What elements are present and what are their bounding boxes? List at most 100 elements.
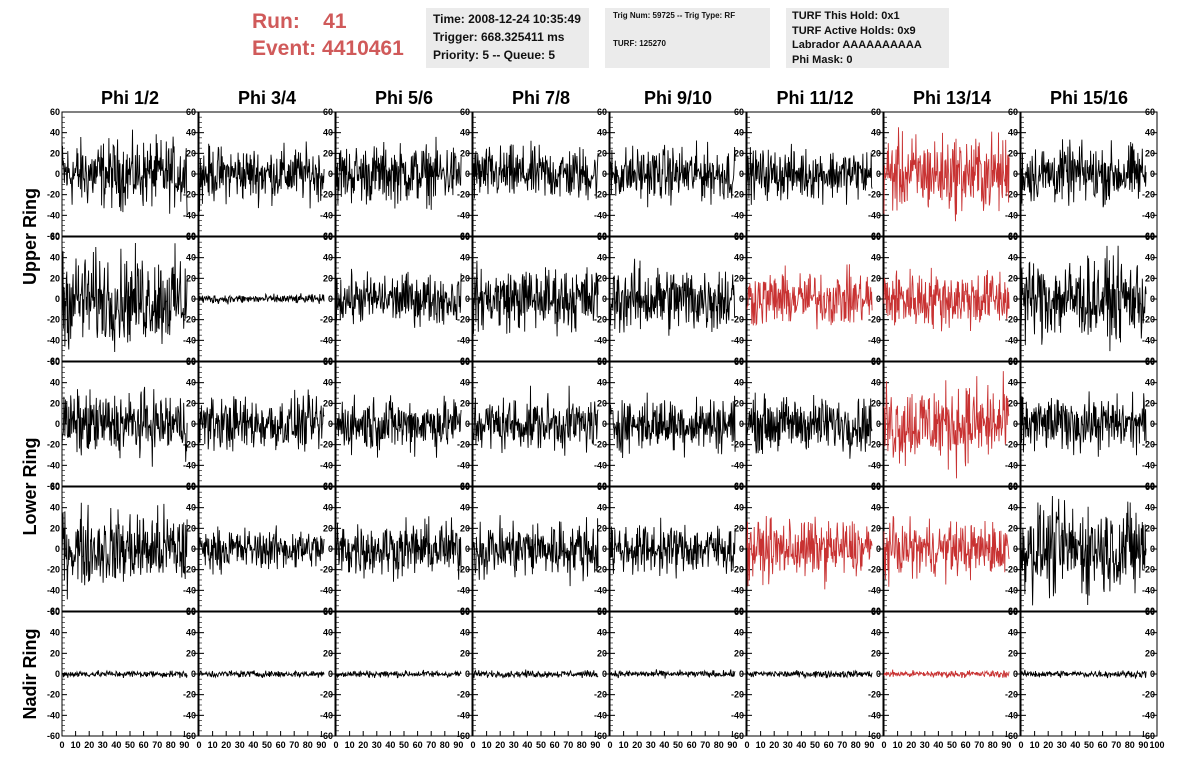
column-header-phi: Phi 3/4 [238,88,296,108]
y-tick-label: -40 [47,585,60,595]
waveform-trace [883,669,1010,679]
y-tick-label: -20 [183,565,196,575]
x-tick-label: 70 [837,740,847,750]
column-header-phi: Phi 1/2 [101,88,159,108]
x-tick-label: 40 [659,740,669,750]
y-tick-label: -40 [731,710,744,720]
y-tick-label: 0 [1013,169,1018,179]
y-tick-label: 0 [55,294,60,304]
y-tick-label: 0 [55,669,60,679]
y-tick-label: 40 [1145,378,1155,388]
y-tick-label: 60 [871,482,881,492]
y-tick-label: -40 [183,460,196,470]
y-tick-label: 0 [739,169,744,179]
waveform-trace [1020,669,1147,679]
run-event-label: Run: 41 Event: 4410461 [252,8,404,62]
y-tick-label: -20 [320,565,333,575]
y-tick-label: 40 [186,628,196,638]
x-tick-label: 20 [906,740,916,750]
y-tick-label: 20 [186,273,196,283]
y-tick-label: 40 [734,628,744,638]
waveform-trace [609,517,736,579]
x-tick-label: 70 [1111,740,1121,750]
y-tick-label: -20 [320,315,333,325]
y-tick-label: 60 [50,357,60,367]
x-tick-label: 10 [71,740,81,750]
y-tick-label: -60 [1005,731,1018,741]
y-tick-label: -20 [1142,690,1155,700]
y-tick-label: 20 [734,398,744,408]
y-tick-label: 40 [186,128,196,138]
y-tick-label: -60 [183,731,196,741]
x-tick-label: 40 [385,740,395,750]
x-tick-label: 50 [262,740,272,750]
y-tick-label: 40 [1008,628,1018,638]
y-tick-label: -20 [183,690,196,700]
ring-label: Upper Ring [20,188,40,285]
y-tick-label: 40 [186,378,196,388]
y-tick-label: 60 [734,607,744,617]
y-tick-label: -40 [1005,335,1018,345]
y-tick-label: 40 [1008,378,1018,388]
y-tick-label: -20 [868,690,881,700]
y-tick-label: 60 [734,357,744,367]
y-tick-label: -60 [868,606,881,616]
y-tick-label: 40 [460,128,470,138]
y-tick-label: 0 [465,544,470,554]
x-tick-label: 0 [59,740,64,750]
x-tick-label: 80 [714,740,724,750]
y-tick-label: -60 [868,356,881,366]
y-tick-label: -60 [183,356,196,366]
y-tick-label: 20 [460,398,470,408]
x-tick-label: 90 [864,740,874,750]
y-tick-label: -60 [47,481,60,491]
y-tick-label: 20 [460,148,470,158]
y-tick-label: 0 [1013,294,1018,304]
y-tick-label: 60 [597,107,607,117]
y-tick-label: 60 [871,607,881,617]
y-tick-label: 0 [1150,669,1155,679]
y-tick-label: 0 [876,669,881,679]
waveform-trace [198,525,325,575]
y-tick-label: -60 [47,731,60,741]
x-tick-label: 60 [824,740,834,750]
y-tick-label: -60 [320,356,333,366]
x-tick-label: 90 [727,740,737,750]
x-tick-label: 10 [893,740,903,750]
y-tick-label: 0 [739,669,744,679]
x-tick-label: 50 [125,740,135,750]
waveform-trace [61,386,188,467]
y-tick-label: 0 [739,544,744,554]
y-tick-label: -40 [320,210,333,220]
y-tick-label: 60 [597,232,607,242]
y-tick-label: 40 [460,378,470,388]
y-tick-label: 40 [323,378,333,388]
waveform-trace [335,516,462,582]
y-tick-label: -60 [594,606,607,616]
x-tick-label: 20 [769,740,779,750]
y-tick-label: -60 [183,231,196,241]
x-tick-label: 80 [303,740,313,750]
y-tick-label: 40 [50,253,60,263]
x-tick-label: 0 [470,740,475,750]
x-tick-label: 0 [607,740,612,750]
y-tick-label: 20 [1008,398,1018,408]
x-tick-label: 70 [289,740,299,750]
y-tick-label: -40 [1142,460,1155,470]
phi-mask-text: Phi Mask: 0 [792,53,853,66]
y-tick-label: 0 [191,669,196,679]
y-tick-label: 0 [55,419,60,429]
x-tick-label: 10 [482,740,492,750]
y-tick-label: 40 [597,628,607,638]
y-tick-label: 20 [871,648,881,658]
y-tick-label: 40 [50,503,60,513]
y-tick-label: 20 [734,273,744,283]
y-tick-label: -20 [47,190,60,200]
y-tick-label: -40 [183,585,196,595]
y-tick-label: 0 [1150,419,1155,429]
y-tick-label: 40 [460,628,470,638]
waveform-trace [335,669,462,679]
y-tick-label: 40 [460,253,470,263]
y-tick-label: -40 [868,710,881,720]
y-tick-label: 20 [597,148,607,158]
